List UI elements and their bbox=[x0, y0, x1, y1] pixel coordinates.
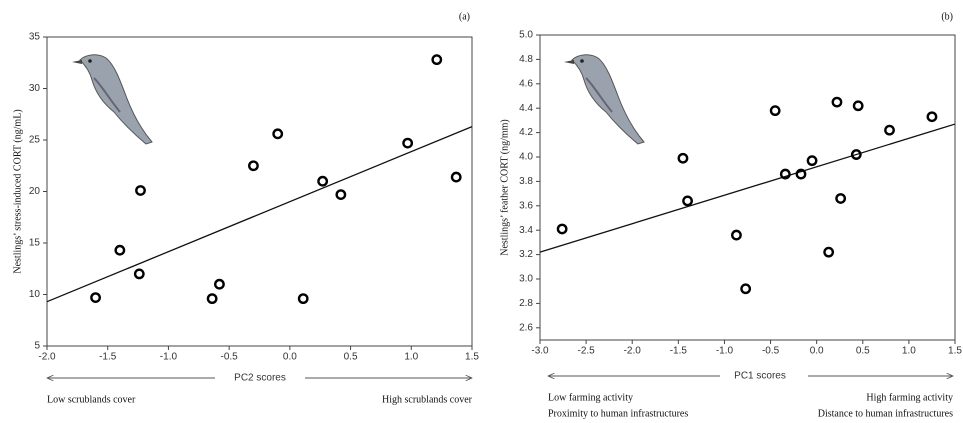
y-tick-label: 2.6 bbox=[519, 322, 533, 333]
data-point bbox=[133, 268, 145, 280]
x-tick-label: -2.0 bbox=[624, 346, 642, 357]
annotation: Low scrublands cover bbox=[47, 394, 136, 405]
y-tick-label: 3.2 bbox=[519, 249, 533, 260]
data-point bbox=[795, 168, 807, 180]
data-point bbox=[272, 128, 284, 140]
annotation: High farming activity bbox=[866, 392, 953, 403]
x-tick-label: -1.5 bbox=[670, 346, 688, 357]
y-tick-label: 20 bbox=[29, 186, 41, 197]
y-tick-label: 25 bbox=[29, 135, 41, 146]
data-point bbox=[206, 293, 218, 305]
y-tick-label: 4.6 bbox=[519, 78, 533, 89]
data-point bbox=[884, 124, 895, 136]
y-tick-label: 4.4 bbox=[519, 103, 533, 114]
data-point bbox=[682, 195, 693, 207]
data-point bbox=[90, 292, 101, 303]
data-point bbox=[850, 149, 862, 160]
annotation: High scrublands cover bbox=[382, 394, 473, 405]
y-tick-label: 3.4 bbox=[519, 225, 533, 236]
data-point bbox=[402, 137, 414, 149]
annotation: Low farming activity bbox=[548, 392, 633, 403]
y-axis-label: Nestlings’ feather CORT (ng/mm) bbox=[499, 119, 510, 256]
x-tick-label: 0.0 bbox=[283, 352, 297, 363]
data-point bbox=[823, 246, 835, 258]
y-tick-label: 4.0 bbox=[519, 152, 533, 163]
x-tick-label: -1.0 bbox=[716, 346, 734, 357]
data-point bbox=[214, 278, 225, 290]
data-point bbox=[335, 189, 347, 200]
y-tick-label: 35 bbox=[29, 32, 41, 43]
data-point bbox=[248, 160, 259, 172]
data-point bbox=[926, 111, 938, 123]
data-point bbox=[677, 152, 689, 164]
x-tick-label: -1.5 bbox=[99, 352, 117, 363]
data-point bbox=[450, 171, 462, 183]
x-tick-label: -0.5 bbox=[221, 352, 239, 363]
data-point bbox=[769, 105, 781, 117]
x-tick-label: -2.5 bbox=[577, 346, 595, 357]
trend-line bbox=[539, 123, 956, 253]
y-tick-label: 4.2 bbox=[519, 127, 533, 138]
x-tick-label: 0.0 bbox=[810, 346, 824, 357]
x-axis-label: PC2 scores bbox=[234, 373, 286, 384]
x-tick-label: 1.5 bbox=[948, 346, 962, 357]
data-point bbox=[806, 155, 818, 167]
x-tick-label: -0.5 bbox=[762, 346, 780, 357]
x-tick-label: 0.5 bbox=[856, 346, 870, 357]
panel-label: (a) bbox=[459, 11, 470, 22]
data-point bbox=[831, 96, 843, 108]
data-point bbox=[731, 229, 742, 241]
panel-label: (b) bbox=[941, 11, 953, 22]
data-point bbox=[835, 193, 847, 204]
y-tick-label: 3.0 bbox=[519, 274, 533, 285]
x-tick-label: 1.0 bbox=[404, 352, 418, 363]
annotation: Distance to human infrastructures bbox=[818, 408, 953, 419]
y-tick-label: 5 bbox=[34, 341, 40, 352]
x-tick-label: 1.0 bbox=[902, 346, 916, 357]
y-tick-label: 30 bbox=[29, 83, 41, 94]
y-tick-label: 10 bbox=[29, 289, 41, 300]
data-point bbox=[431, 54, 443, 66]
x-tick-label: -1.0 bbox=[160, 352, 178, 363]
x-tick-label: 1.5 bbox=[465, 352, 479, 363]
bird-illustration bbox=[563, 53, 645, 145]
bird-illustration bbox=[71, 53, 153, 145]
annotation: Proximity to human infrastructures bbox=[548, 408, 688, 419]
data-point bbox=[317, 175, 329, 187]
y-tick-label: 2.8 bbox=[519, 298, 533, 309]
data-point bbox=[779, 168, 791, 180]
data-point bbox=[740, 283, 752, 295]
x-tick-label: -3.0 bbox=[531, 346, 549, 357]
x-tick-label: 0.5 bbox=[344, 352, 358, 363]
trend-line bbox=[46, 126, 473, 303]
plot-frame bbox=[539, 34, 956, 341]
y-tick-label: 15 bbox=[29, 238, 41, 249]
y-tick-label: 3.8 bbox=[519, 176, 533, 187]
x-axis-label: PC1 scores bbox=[734, 371, 786, 382]
data-point bbox=[852, 100, 864, 112]
y-axis-label: Nestlings’ stress-induced CORT (ng/mL) bbox=[12, 109, 23, 273]
data-point bbox=[114, 244, 126, 256]
y-tick-label: 5.0 bbox=[519, 30, 533, 41]
data-point bbox=[556, 223, 568, 235]
x-tick-label: -2.0 bbox=[38, 352, 56, 363]
data-point bbox=[135, 185, 146, 196]
y-tick-label: 4.8 bbox=[519, 54, 533, 65]
data-point bbox=[297, 293, 309, 305]
y-tick-label: 3.6 bbox=[519, 200, 533, 211]
